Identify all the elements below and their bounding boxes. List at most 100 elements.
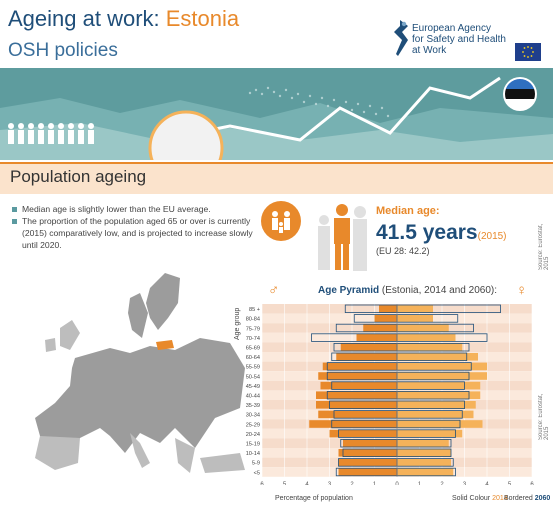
country-name: Estonia — [165, 6, 240, 31]
estonia-flag-icon — [503, 77, 537, 111]
x-tick-label: 0 — [395, 482, 399, 485]
scandinavia-shape — [146, 273, 180, 330]
age-group-label: 50-54 — [246, 374, 260, 380]
bar-female-2014 — [397, 449, 451, 457]
age-group-label: 80-84 — [246, 317, 260, 323]
trend-line-icon — [149, 76, 501, 144]
uk-shape — [60, 320, 80, 350]
office-circle-icon — [148, 110, 224, 160]
bar-male-2014 — [318, 372, 397, 380]
bar-female-2014 — [397, 468, 454, 476]
turkey-shape — [200, 453, 245, 473]
legend-solid: Solid Colour 2014 — [452, 495, 508, 502]
bar-male-2014 — [338, 458, 397, 467]
bar-female-2014 — [397, 410, 474, 419]
age-group-label: 45-49 — [246, 384, 260, 390]
bar-female-2014 — [397, 314, 433, 323]
x-tick-label: 3 — [328, 482, 332, 485]
age-group-label: 20-24 — [246, 432, 260, 438]
median-age-label: Median age: — [376, 205, 440, 217]
age-group-label: 25-29 — [246, 422, 260, 428]
family-icon — [261, 201, 301, 241]
age-group-label: 5-9 — [252, 461, 260, 467]
x-tick-label: 5 — [283, 482, 287, 485]
bar-female-2014 — [397, 381, 481, 390]
age-group-label: 60-64 — [246, 355, 260, 361]
bar-male-2014 — [338, 468, 397, 476]
people-row-icon — [8, 123, 94, 144]
age-group-label: 35-39 — [246, 403, 260, 409]
bar-female-2014 — [397, 333, 456, 342]
bar-male-2014 — [316, 391, 397, 399]
bar-male-2014 — [356, 333, 397, 342]
page-title: Ageing at work: Estonia — [8, 6, 240, 31]
median-age-eu: (EU 28: 42.2) — [376, 246, 430, 256]
bullet-2-cont: (2015) comparatively low, and is project… — [22, 228, 253, 238]
legend-bordered: Bordered 2060 — [504, 495, 551, 502]
x-tick-label: 1 — [373, 482, 377, 485]
bar-female-2014 — [397, 420, 483, 428]
x-tick-label: 5 — [508, 482, 512, 485]
bar-male-2014 — [336, 353, 397, 361]
median-source: Source: Eurostat, 2015 — [538, 223, 550, 270]
agency-logo-icon — [394, 20, 408, 56]
bar-male-2014 — [316, 401, 397, 409]
bar-male-2014 — [338, 449, 397, 457]
page-subtitle: OSH policies — [8, 40, 118, 61]
female-symbol-icon: ♀ — [516, 282, 528, 299]
section-bar — [0, 162, 553, 194]
bar-male-2014 — [318, 410, 397, 419]
estonia-highlight — [156, 340, 174, 350]
iberia-shape — [35, 436, 80, 470]
bar-male-2014 — [340, 343, 397, 351]
bar-female-2014 — [397, 372, 487, 380]
age-group-label: 85 + — [249, 307, 260, 313]
agency-name: European Agency for Safety and Health at… — [412, 23, 506, 56]
bar-female-2014 — [397, 353, 478, 361]
bar-male-2014 — [309, 420, 397, 428]
x-axis-label: Percentage of population — [275, 495, 353, 502]
male-symbol-icon: ♂ — [268, 282, 280, 299]
age-group-label: 10-14 — [246, 451, 260, 457]
age-pyramid-chart: 6 5 4 3 2 1 0 1 2 3 4 5 6 85 + 80-84 75-79 70-74 65-69 60-… — [246, 304, 534, 485]
bullet-2-end: until 2020. — [22, 240, 62, 250]
age-group-label: <5 — [254, 470, 260, 476]
bar-male-2014 — [322, 362, 397, 371]
eu-flag-icon — [515, 43, 541, 61]
italy-shape — [130, 433, 150, 468]
x-tick-label: 6 — [260, 482, 264, 485]
bar-female-2014 — [397, 305, 433, 313]
bar-female-2014 — [397, 362, 487, 371]
europe-map — [35, 273, 245, 473]
median-people-icon — [318, 204, 367, 271]
header-banner — [0, 68, 553, 160]
balkans-shape — [175, 438, 195, 473]
bar-male-2014 — [379, 305, 397, 313]
mainland-shape — [35, 338, 245, 453]
x-tick-label: 6 — [530, 482, 534, 485]
world-map-dots-icon — [248, 86, 390, 118]
bar-female-2014 — [397, 343, 463, 351]
x-tick-label: 4 — [305, 482, 309, 485]
bar-male-2014 — [329, 429, 397, 438]
age-group-label: 55-59 — [246, 365, 260, 371]
x-tick-label: 1 — [418, 482, 422, 485]
bar-female-2014 — [397, 458, 451, 467]
age-group-label: 40-44 — [246, 394, 260, 400]
bar-female-2014 — [397, 324, 449, 332]
age-group-label: 70-74 — [246, 336, 260, 342]
x-tick-label: 3 — [463, 482, 467, 485]
section-title: Population ageing — [10, 167, 147, 186]
age-group-label: 75-79 — [246, 326, 260, 332]
age-group-label: 15-19 — [246, 442, 260, 448]
bullet-2: The proportion of the population aged 65… — [12, 215, 250, 227]
bar-female-2014 — [397, 401, 476, 409]
x-tick-label: 2 — [440, 482, 444, 485]
bullet-1: Median age is slightly lower than the EU… — [12, 203, 211, 215]
bar-male-2014 — [320, 381, 397, 390]
bar-female-2014 — [397, 429, 463, 438]
pyramid-title: Age Pyramid (Estonia, 2014 and 2060): — [318, 285, 498, 296]
x-tick-label: 2 — [350, 482, 354, 485]
bar-male-2014 — [343, 439, 397, 447]
x-tick-label: 4 — [485, 482, 489, 485]
